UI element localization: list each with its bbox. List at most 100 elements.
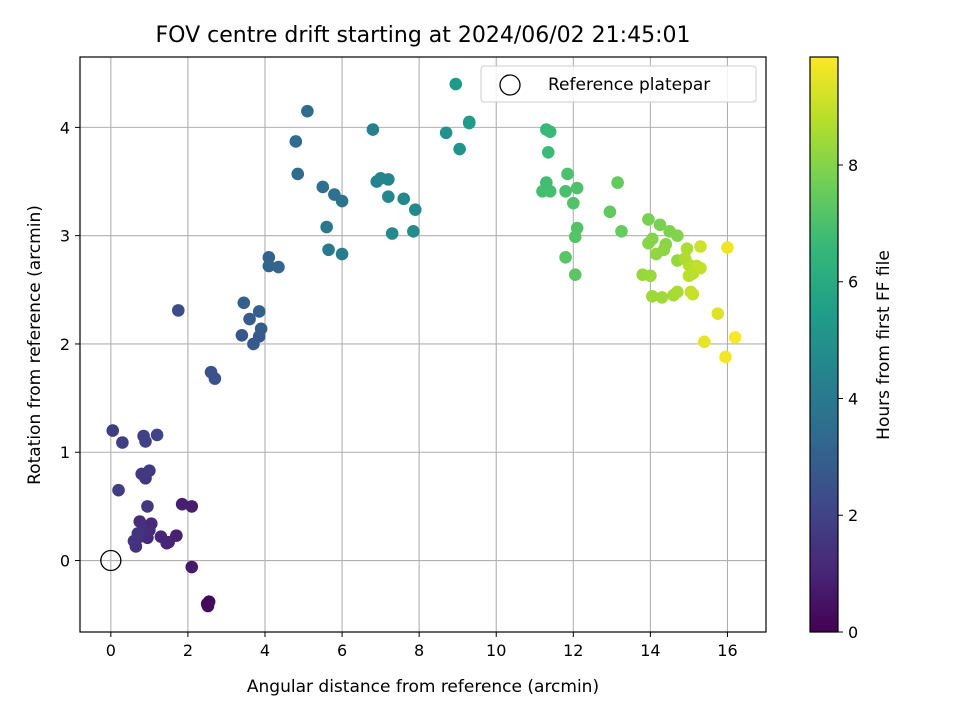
- data-point: [201, 599, 215, 613]
- x-tick-label: 4: [260, 641, 270, 660]
- y-tick-label: 2: [60, 335, 70, 354]
- data-point: [653, 218, 667, 232]
- y-tick-label: 0: [60, 552, 70, 571]
- data-point: [262, 259, 276, 273]
- y-tick-label: 1: [60, 443, 70, 462]
- data-point: [439, 126, 453, 140]
- data-point: [462, 116, 476, 130]
- data-point: [611, 176, 624, 189]
- colorbar-tick-label: 4: [848, 389, 858, 408]
- data-point: [382, 190, 395, 203]
- data-point: [543, 184, 557, 198]
- grid-lines: [80, 57, 766, 632]
- data-point: [711, 307, 725, 320]
- data-point: [366, 123, 380, 136]
- data-point: [719, 350, 732, 364]
- data-point: [139, 435, 152, 448]
- colorbar-frame: [809, 56, 839, 633]
- data-point: [150, 428, 164, 442]
- data-point: [291, 167, 305, 181]
- data-point: [603, 205, 617, 219]
- data-point: [385, 227, 399, 240]
- data-point: [316, 180, 330, 194]
- data-point: [322, 243, 335, 257]
- data-point: [568, 268, 582, 281]
- data-point: [397, 192, 411, 206]
- y-tick-label: 4: [60, 118, 70, 137]
- data-point: [112, 483, 125, 497]
- data-point: [567, 196, 580, 210]
- legend: Reference platepar: [480, 65, 757, 103]
- data-point: [116, 436, 129, 449]
- colorbar-tick-label: 6: [848, 273, 858, 292]
- chart-title: FOV centre drift starting at 2024/06/02 …: [156, 23, 691, 48]
- plot-frame: [79, 56, 767, 633]
- data-point: [237, 296, 251, 310]
- data-point: [671, 229, 684, 242]
- data-point: [382, 173, 395, 186]
- legend-reference-marker: [499, 74, 521, 96]
- data-point: [680, 242, 694, 255]
- data-point: [671, 285, 684, 299]
- data-point: [682, 269, 696, 283]
- x-tick-label: 0: [106, 641, 116, 660]
- data-point: [646, 290, 659, 303]
- colorbar-ticks: 0 2 4 6 8: [838, 156, 858, 642]
- data-point: [568, 230, 582, 244]
- reference-platepar-marker: [100, 549, 122, 572]
- data-point: [407, 225, 420, 238]
- data-points: [106, 77, 742, 613]
- y-tick-label: 3: [60, 227, 70, 246]
- colorbar-tick-label: 8: [848, 156, 858, 175]
- x-tick-label: 8: [414, 641, 424, 660]
- data-point: [235, 328, 249, 342]
- x-tick-label: 12: [563, 641, 583, 660]
- colorbar-label: Hours from first FF file: [874, 250, 894, 440]
- data-point: [262, 251, 276, 264]
- data-point: [301, 104, 314, 118]
- data-point: [694, 240, 707, 253]
- data-point: [252, 305, 266, 318]
- y-axis-ticks: 0 1 2 3 4: [60, 118, 80, 571]
- x-tick-label: 10: [486, 641, 506, 660]
- data-point: [171, 304, 185, 317]
- colorbar-tick-label: 0: [848, 623, 858, 642]
- x-axis-ticks: 0 2 4 6 8 10 12 14 16: [106, 632, 738, 660]
- data-point: [655, 291, 669, 304]
- legend-box: [480, 65, 757, 103]
- data-point: [143, 464, 156, 477]
- data-point: [642, 236, 655, 250]
- data-point: [644, 269, 657, 283]
- data-point: [453, 142, 466, 156]
- data-point: [243, 312, 256, 326]
- data-point: [175, 497, 189, 511]
- x-axis-label: Angular distance from reference (arcmin): [247, 677, 599, 697]
- data-point: [272, 260, 285, 274]
- data-point: [541, 145, 555, 159]
- data-point: [335, 247, 349, 261]
- data-point: [335, 194, 349, 208]
- data-point: [106, 424, 120, 437]
- data-point: [320, 220, 333, 234]
- data-point: [185, 500, 199, 513]
- x-tick-label: 2: [183, 641, 193, 660]
- data-point: [642, 213, 655, 226]
- data-point: [543, 125, 557, 139]
- data-point: [208, 372, 222, 385]
- data-point: [559, 184, 572, 198]
- colorbar-gradient: [810, 57, 838, 632]
- data-point: [686, 287, 700, 301]
- x-tick-label: 14: [640, 641, 660, 660]
- x-tick-label: 16: [717, 641, 737, 660]
- legend-entry-reference-platepar: Reference platepar: [548, 75, 710, 95]
- data-point: [289, 135, 303, 148]
- data-point: [728, 331, 742, 344]
- data-point: [408, 203, 422, 216]
- data-point: [721, 241, 734, 254]
- reference-marker: [100, 549, 122, 572]
- data-point: [133, 515, 147, 528]
- data-point: [649, 247, 663, 261]
- data-point: [254, 322, 268, 336]
